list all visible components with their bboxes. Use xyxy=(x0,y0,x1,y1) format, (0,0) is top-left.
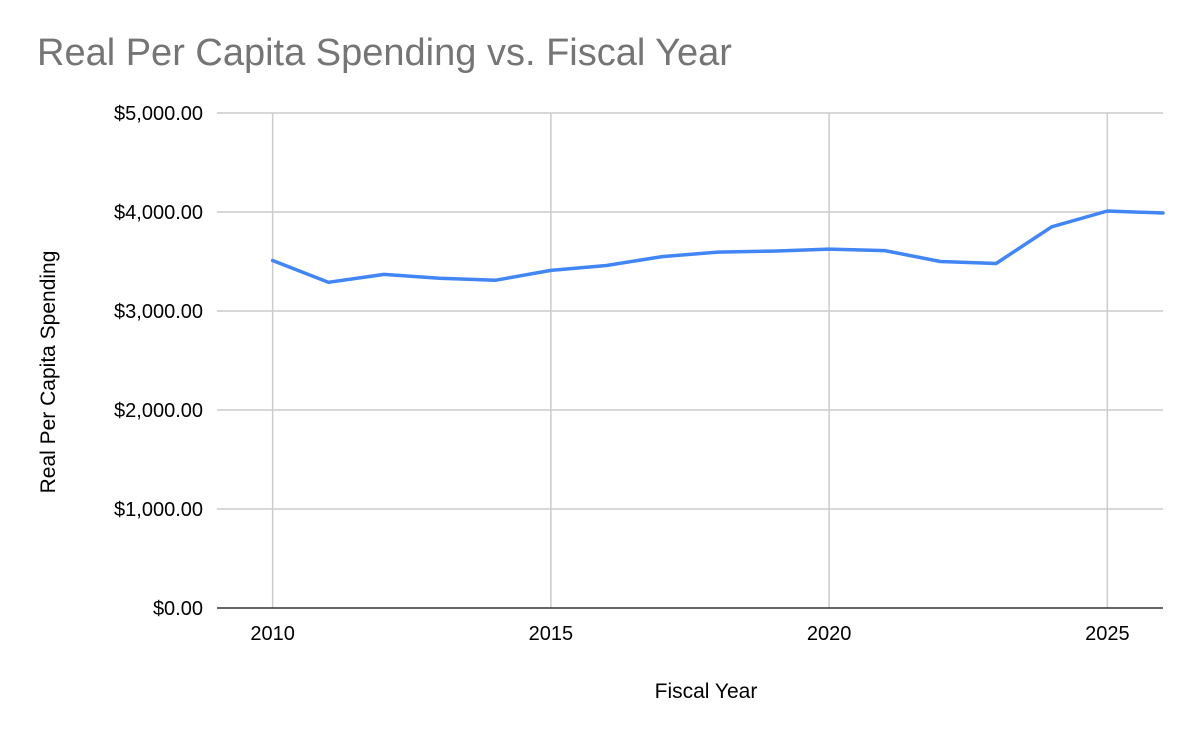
y-tick-label: $5,000.00 xyxy=(114,103,203,125)
x-tick-label: 2015 xyxy=(529,623,574,645)
y-tick-label: $4,000.00 xyxy=(114,202,203,224)
y-tick-label: $3,000.00 xyxy=(114,301,203,323)
y-tick-label: $2,000.00 xyxy=(114,400,203,422)
x-tick-label: 2010 xyxy=(250,623,295,645)
y-axis-title: Real Per Capita Spending xyxy=(37,251,60,494)
x-axis-title: Fiscal Year xyxy=(655,680,758,703)
series-line xyxy=(270,209,1165,285)
y-tick-label: $0.00 xyxy=(153,598,203,620)
chart-title: Real Per Capita Spending vs. Fiscal Year xyxy=(37,32,732,74)
x-tick-label: 2025 xyxy=(1085,623,1130,645)
y-tick-label: $1,000.00 xyxy=(114,499,203,521)
x-tick-label: 2020 xyxy=(807,623,852,645)
